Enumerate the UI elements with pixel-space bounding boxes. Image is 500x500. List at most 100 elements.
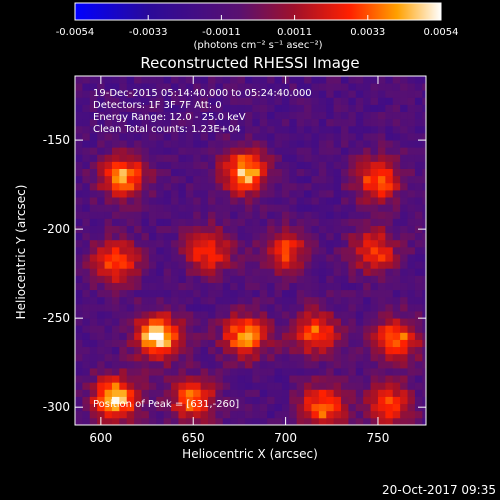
heatmap-cell xyxy=(400,311,408,319)
heatmap-cell xyxy=(392,175,401,184)
heatmap-cell xyxy=(318,246,327,255)
heatmap-cell xyxy=(392,403,401,412)
heatmap-cell xyxy=(333,246,342,255)
heatmap-cell xyxy=(97,211,105,219)
heatmap-cell xyxy=(222,396,231,405)
heatmap-cell xyxy=(244,246,253,255)
heatmap-cell xyxy=(385,360,394,369)
heatmap-cell xyxy=(97,246,105,255)
heatmap-cell xyxy=(355,232,364,241)
heatmap-cell xyxy=(134,218,142,226)
heatmap-cell xyxy=(326,282,335,291)
heatmap-cell xyxy=(392,282,401,291)
heatmap-cell xyxy=(141,211,150,219)
heatmap-cell xyxy=(215,97,224,105)
heatmap-cell xyxy=(178,353,187,362)
heatmap-cell xyxy=(89,97,98,105)
heatmap-cell xyxy=(75,132,83,141)
heatmap-cell xyxy=(89,346,98,355)
heatmap-cell xyxy=(126,125,135,134)
heatmap-cell xyxy=(414,275,423,283)
heatmap-cell xyxy=(281,204,290,212)
heatmap-cell xyxy=(400,140,408,148)
heatmap-cell xyxy=(400,282,408,291)
heatmap-cell xyxy=(422,268,426,276)
heatmap-cell xyxy=(97,225,105,234)
heatmap-cell xyxy=(274,225,283,234)
heatmap-cell xyxy=(304,132,312,141)
heatmap-cell xyxy=(259,353,268,362)
heatmap-cell xyxy=(163,360,172,369)
heatmap-cell xyxy=(75,239,83,248)
heatmap-cell xyxy=(407,118,416,127)
heatmap-cell xyxy=(267,161,275,169)
heatmap-cell xyxy=(111,303,120,312)
heatmap-cell xyxy=(215,111,224,120)
heatmap-cell xyxy=(267,246,275,255)
heatmap-cell xyxy=(193,154,202,162)
heatmap-cell xyxy=(377,368,386,376)
heatmap-cell xyxy=(119,154,128,162)
heatmap-cell xyxy=(126,140,135,148)
heatmap-cell xyxy=(377,346,386,355)
heatmap-cell xyxy=(222,140,231,148)
heatmap-cell xyxy=(385,175,394,184)
heatmap-cell xyxy=(230,211,238,219)
heatmap-cell xyxy=(377,246,386,255)
heatmap-cell xyxy=(385,303,394,312)
heatmap-cell xyxy=(414,268,423,276)
heatmap-cell xyxy=(267,204,275,212)
colorbar-tick-label: 0.0054 xyxy=(424,27,459,38)
heatmap-cell xyxy=(185,246,194,255)
heatmap-cell xyxy=(82,268,91,276)
heatmap-cell xyxy=(104,182,113,191)
heatmap-cell xyxy=(111,289,120,298)
heatmap-cell xyxy=(111,197,120,205)
heatmap-cell xyxy=(185,261,194,269)
heatmap-cell xyxy=(148,211,157,219)
heatmap-cell xyxy=(422,382,426,390)
heatmap-cell xyxy=(318,154,327,162)
heatmap-cell xyxy=(377,375,386,383)
heatmap-cell xyxy=(82,325,91,333)
heatmap-cell xyxy=(259,132,268,141)
heatmap-cell xyxy=(296,417,305,425)
heatmap-cell xyxy=(119,261,128,269)
heatmap-cell xyxy=(208,296,216,305)
heatmap-cell xyxy=(311,90,320,98)
heatmap-cell xyxy=(363,132,371,141)
heatmap-cell xyxy=(82,90,91,98)
heatmap-cell xyxy=(82,118,91,127)
heatmap-cell xyxy=(230,132,238,141)
heatmap-cell xyxy=(296,268,305,276)
heatmap-cell xyxy=(200,140,209,148)
heatmap-cell xyxy=(230,417,238,425)
heatmap-cell xyxy=(392,368,401,376)
heatmap-cell xyxy=(208,168,216,177)
heatmap-cell xyxy=(289,346,298,355)
heatmap-cell xyxy=(126,83,135,91)
heatmap-cell xyxy=(148,225,157,234)
heatmap-cell xyxy=(230,325,238,333)
heatmap-cell xyxy=(400,332,408,340)
heatmap-cell xyxy=(104,83,113,91)
heatmap-cell xyxy=(89,232,98,241)
heatmap-cell xyxy=(363,83,371,91)
heatmap-cell xyxy=(333,339,342,348)
heatmap-cell xyxy=(348,353,357,362)
heatmap-cell xyxy=(392,296,401,305)
heatmap-cell xyxy=(141,168,150,177)
heatmap-cell xyxy=(274,239,283,248)
heatmap-cell xyxy=(244,417,253,425)
heatmap-cell xyxy=(222,375,231,383)
heatmap-cell xyxy=(267,318,275,326)
heatmap-cell xyxy=(208,197,216,205)
heatmap-cell xyxy=(274,417,283,425)
chart-title: Reconstructed RHESSI Image xyxy=(140,54,359,72)
heatmap-cell xyxy=(119,161,128,169)
heatmap-cell xyxy=(326,168,335,177)
heatmap-cell xyxy=(333,289,342,298)
heatmap-cell xyxy=(267,368,275,376)
heatmap-cell xyxy=(82,410,91,419)
heatmap-cell xyxy=(400,417,408,425)
